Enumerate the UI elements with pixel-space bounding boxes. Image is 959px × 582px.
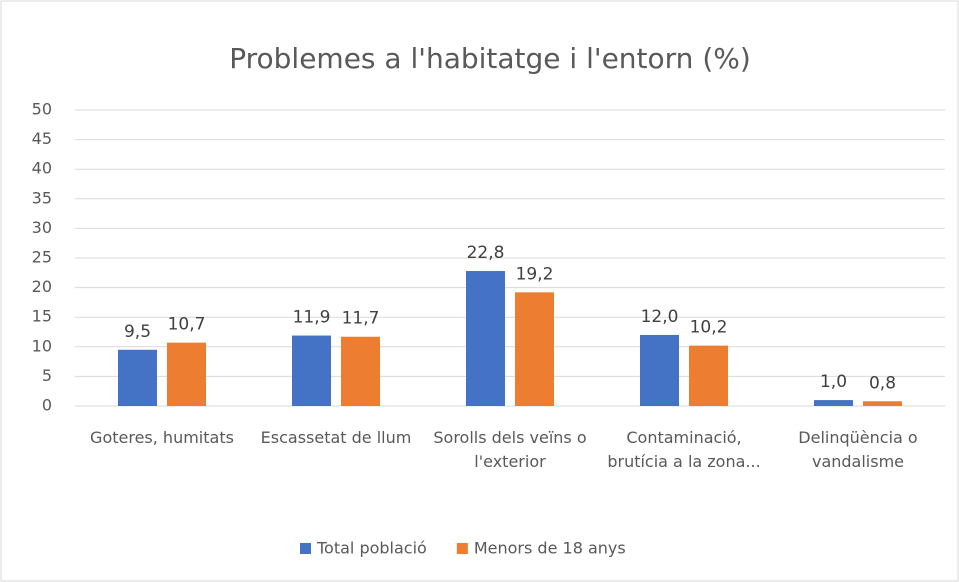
data-label: 11,7 bbox=[342, 309, 380, 329]
bar bbox=[167, 342, 206, 406]
data-label: 0,8 bbox=[869, 373, 896, 393]
legend-label: Menors de 18 anys bbox=[474, 539, 626, 558]
y-tick-label: 15 bbox=[32, 307, 52, 326]
legend-label: Total població bbox=[316, 539, 427, 558]
bar bbox=[292, 335, 331, 406]
y-tick-label: 10 bbox=[32, 336, 52, 355]
bar bbox=[466, 271, 505, 406]
bar bbox=[814, 400, 853, 406]
chart-title: Problemes a l'habitatge i l'entorn (%) bbox=[229, 42, 751, 75]
data-label: 1,0 bbox=[820, 372, 847, 392]
data-label: 9,5 bbox=[124, 322, 151, 342]
x-tick-label: Delinqüència o vandalisme bbox=[798, 428, 918, 471]
bar bbox=[118, 349, 157, 406]
bar bbox=[640, 334, 679, 406]
y-tick-label: 30 bbox=[32, 218, 52, 237]
x-tick-label: Goteres, humitats bbox=[90, 428, 234, 447]
x-tick-label: Escassetat de llum bbox=[260, 428, 412, 447]
y-tick-label: 40 bbox=[32, 159, 52, 178]
legend-swatch bbox=[300, 543, 311, 554]
data-label: 22,8 bbox=[467, 243, 505, 263]
data-label: 11,9 bbox=[293, 308, 331, 328]
y-tick-label: 20 bbox=[32, 277, 52, 296]
y-tick-label: 5 bbox=[42, 366, 52, 385]
x-tick-label: Sorolls dels veïns o l'exterior bbox=[433, 428, 587, 471]
y-tick-label: 50 bbox=[32, 100, 52, 119]
data-label: 10,7 bbox=[168, 315, 206, 335]
bar bbox=[341, 336, 380, 406]
bar bbox=[689, 345, 728, 406]
data-label: 19,2 bbox=[516, 264, 554, 284]
y-tick-label: 35 bbox=[32, 188, 52, 207]
y-tick-label: 45 bbox=[32, 129, 52, 148]
bar bbox=[863, 401, 902, 406]
data-label: 12,0 bbox=[641, 307, 679, 327]
y-tick-label: 0 bbox=[42, 396, 52, 415]
data-label: 10,2 bbox=[690, 318, 728, 338]
bar bbox=[515, 292, 554, 406]
legend-swatch bbox=[456, 543, 468, 554]
x-tick-label: Contaminació, brutícia a la zona... bbox=[607, 428, 761, 471]
y-tick-label: 25 bbox=[32, 248, 52, 267]
